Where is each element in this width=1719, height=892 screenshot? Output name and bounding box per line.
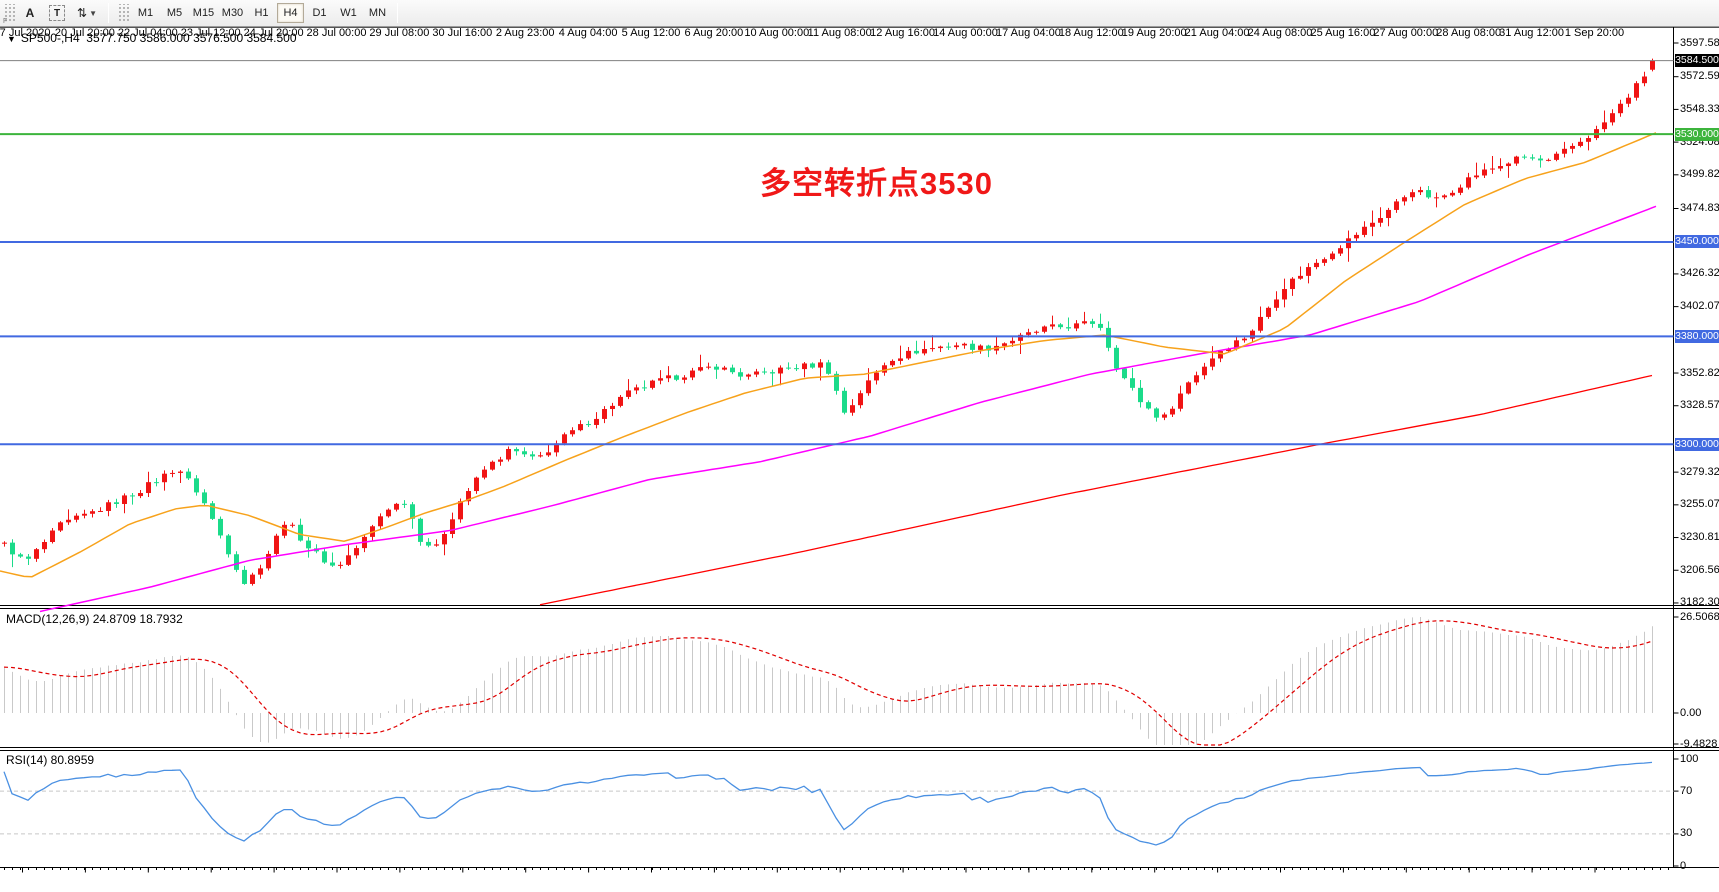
time-axis-label: 19 Aug 20:00 <box>1121 27 1187 39</box>
toolbar: F A T ⇅ ▼ M1 M5 M15 M30 H1 H4 D1 W1 MN <box>0 0 1719 27</box>
price-axis-label: 3255.070 <box>1680 498 1719 511</box>
timeframe-button-h4[interactable]: H4 <box>276 3 304 23</box>
price-axis-label: 3352.825 <box>1680 366 1719 379</box>
price-axis-label: 3474.835 <box>1680 202 1719 214</box>
macd-axis-label: 0.00 <box>1680 706 1702 719</box>
time-axis-label: 28 Aug 08:00 <box>1436 27 1502 39</box>
time-axis-label: 25 Aug 16:00 <box>1310 27 1376 39</box>
time-axis-label: 2 Aug 23:00 <box>495 27 555 39</box>
main-chart-canvas[interactable] <box>0 27 1719 892</box>
chart-region: ▼ SP500-,H4 3577.750 3586.000 3576.500 35… <box>0 27 1719 892</box>
price-axis-label: 3499.825 <box>1680 168 1719 181</box>
time-axis-label: 4 Aug 04:00 <box>558 27 618 39</box>
time-axis-label: 24 Aug 08:00 <box>1247 27 1313 39</box>
text-tool-icon[interactable]: T <box>44 3 70 24</box>
time-axis-label: 24 Jul 20:00 <box>243 27 304 39</box>
price-axis-label: 3206.560 <box>1680 563 1719 576</box>
timeframe-button-m1[interactable]: M1 <box>137 7 154 19</box>
timeframe-button-m5[interactable]: M5 <box>166 7 183 19</box>
time-axis-label: 28 Jul 00:00 <box>306 27 367 39</box>
rsi-axis-label: 70 <box>1680 784 1693 797</box>
time-axis-label: 1 Sep 20:00 <box>1564 27 1625 39</box>
rsi-axis-label: 0 <box>1680 859 1687 872</box>
price-axis-label: 3279.325 <box>1680 465 1719 478</box>
level-price-badge: 3300.000 <box>1675 437 1719 451</box>
macd-indicator-label: MACD(12,26,9) 24.8709 18.7932 <box>6 612 183 626</box>
time-axis-label: 17 Aug 04:00 <box>995 27 1061 39</box>
time-axis-label: 21 Aug 04:00 <box>1184 27 1250 39</box>
rsi-axis-label: 100 <box>1680 752 1699 765</box>
chevron-down-icon: ▼ <box>89 8 97 18</box>
timeframe-grip-icon[interactable] <box>116 4 131 22</box>
timeframe-button-d1[interactable]: D1 <box>312 7 327 19</box>
time-axis-label: 11 Aug 08:00 <box>807 27 872 39</box>
price-axis-label: 3328.570 <box>1680 399 1719 412</box>
price-axis-label: 3230.815 <box>1680 531 1719 544</box>
time-axis-label: 31 Aug 12:00 <box>1499 27 1565 39</box>
time-axis-label: 27 Aug 00:00 <box>1373 27 1439 39</box>
rsi-indicator-label: RSI(14) 80.8959 <box>6 753 95 767</box>
timeframe-button-h1[interactable]: H1 <box>254 7 269 19</box>
time-axis-label: 17 Jul 2020 <box>0 27 51 39</box>
timeframe-button-m30[interactable]: M30 <box>221 7 244 19</box>
time-axis-label: 29 Jul 08:00 <box>369 27 430 39</box>
price-axis-label: 3402.070 <box>1680 300 1719 313</box>
level-price-badge: 3450.000 <box>1675 235 1719 249</box>
time-axis-label: 6 Aug 20:00 <box>684 27 744 39</box>
level-price-badge: 3530.000 <box>1675 127 1719 141</box>
macd-axis-label: -9.4828 <box>1680 737 1718 750</box>
rsi-axis-label: 30 <box>1680 827 1693 840</box>
time-axis-label: 30 Jul 16:00 <box>432 27 493 39</box>
price-axis-label: 3426.325 <box>1680 267 1719 280</box>
current-price-badge: 3584.500 <box>1675 54 1719 68</box>
chart-ohlc-values: 3577.750 3586.000 3576.500 3584.500 <box>86 31 297 45</box>
price-axis-label: 3182.305 <box>1680 596 1719 609</box>
chart-annotation-text[interactable]: 多空转折点3530 <box>760 166 993 201</box>
timeframe-button-w1[interactable]: W1 <box>340 7 357 19</box>
price-axis-label: 3597.580 <box>1680 36 1719 49</box>
level-price-badge: 3380.000 <box>1675 329 1719 343</box>
toolbar-separator <box>107 3 109 23</box>
toolbar-grip-icon[interactable]: F <box>3 4 17 25</box>
timeframe-button-m15[interactable]: M15 <box>192 7 215 19</box>
macd-axis-label: 26.5068 <box>1680 610 1719 623</box>
price-axis-label: 3548.335 <box>1680 102 1719 115</box>
time-axis-label: 22 Jul 04:00 <box>117 27 178 39</box>
time-axis-label: 5 Aug 12:00 <box>621 27 681 39</box>
chart-symbol-timeframe: SP500-,H4 <box>20 31 80 45</box>
time-axis-label: 20 Jul 20:00 <box>54 27 115 39</box>
time-axis-label: 10 Aug 00:00 <box>744 27 810 39</box>
price-axis-label: 3572.590 <box>1680 70 1719 83</box>
timeframe-button-group: M1 M5 M15 M30 H1 H4 D1 W1 MN <box>131 3 392 23</box>
time-axis-label: 12 Aug 16:00 <box>870 27 936 39</box>
text-label-tool-icon[interactable]: A <box>25 6 35 20</box>
timeframe-button-mn[interactable]: MN <box>368 7 387 19</box>
time-axis-label: 23 Jul 12:00 <box>180 27 241 39</box>
arrows-tool-icon[interactable]: ⇅ ▼ <box>77 6 97 20</box>
chart-dropdown-icon[interactable]: ▼ <box>7 34 16 44</box>
time-axis-label: 14 Aug 00:00 <box>933 27 998 39</box>
toolbar-separator <box>396 3 398 23</box>
chart-title: ▼ SP500-,H4 3577.750 3586.000 3576.500 35… <box>7 31 297 45</box>
time-axis-label: 18 Aug 12:00 <box>1058 27 1124 39</box>
